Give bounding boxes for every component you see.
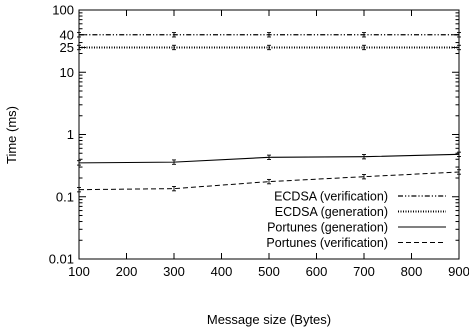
legend-item: Portunes (verification) (266, 236, 446, 250)
data-point (267, 32, 271, 38)
series-1 (77, 44, 461, 51)
y-tick-label: 40 (60, 27, 74, 42)
data-point (172, 159, 176, 165)
x-axis-label: Message size (Bytes) (207, 312, 331, 327)
y-tick-label: 100 (52, 3, 74, 18)
data-point (267, 44, 271, 51)
legend-item: Portunes (generation) (267, 221, 446, 235)
data-point (172, 185, 176, 192)
x-tick-label: 800 (401, 264, 423, 279)
legend: ECDSA (verification)ECDSA (generation) Po… (266, 190, 446, 250)
legend-label: ECDSA (verification) (274, 190, 388, 204)
series-layer (77, 32, 461, 193)
data-point (172, 32, 176, 38)
series-0 (77, 32, 461, 38)
y-tick-label: 0.1 (56, 189, 74, 204)
legend-item: ECDSA (verification) (274, 190, 446, 204)
y-tick-label: 1 (67, 127, 74, 142)
ticks-layer: 100 200 300 400 500 600 700 800 900 0.01 0.1 1 10 254… (49, 3, 469, 280)
x-tick-label: 200 (116, 264, 138, 279)
legend-label: Portunes (verification) (266, 236, 388, 250)
series-2 (77, 151, 461, 166)
y-tick-label: 0.01 (49, 252, 74, 267)
data-point (362, 174, 366, 180)
data-point (267, 178, 271, 185)
series-3 (77, 169, 461, 193)
data-point (362, 154, 366, 160)
legend-label: ECDSA (generation) (275, 205, 388, 219)
data-point (267, 154, 271, 160)
data-point (362, 44, 366, 51)
x-tick-label: 100 (68, 264, 90, 279)
x-tick-label: 600 (306, 264, 328, 279)
x-tick-label: 300 (163, 264, 185, 279)
x-tick-label: 400 (211, 264, 233, 279)
y-tick-label: 10 (60, 65, 74, 80)
x-tick-label: 900 (448, 264, 469, 279)
legend-item: ECDSA (generation) (275, 205, 446, 219)
y-axis-label: Time (ms) (4, 106, 19, 164)
data-point (172, 44, 176, 51)
y-tick-label: 25 (60, 40, 74, 55)
legend-label: Portunes (generation) (267, 221, 388, 235)
x-tick-label: 700 (353, 264, 375, 279)
data-point (362, 32, 366, 38)
plot-frame (78, 9, 460, 260)
x-tick-label: 500 (258, 264, 280, 279)
